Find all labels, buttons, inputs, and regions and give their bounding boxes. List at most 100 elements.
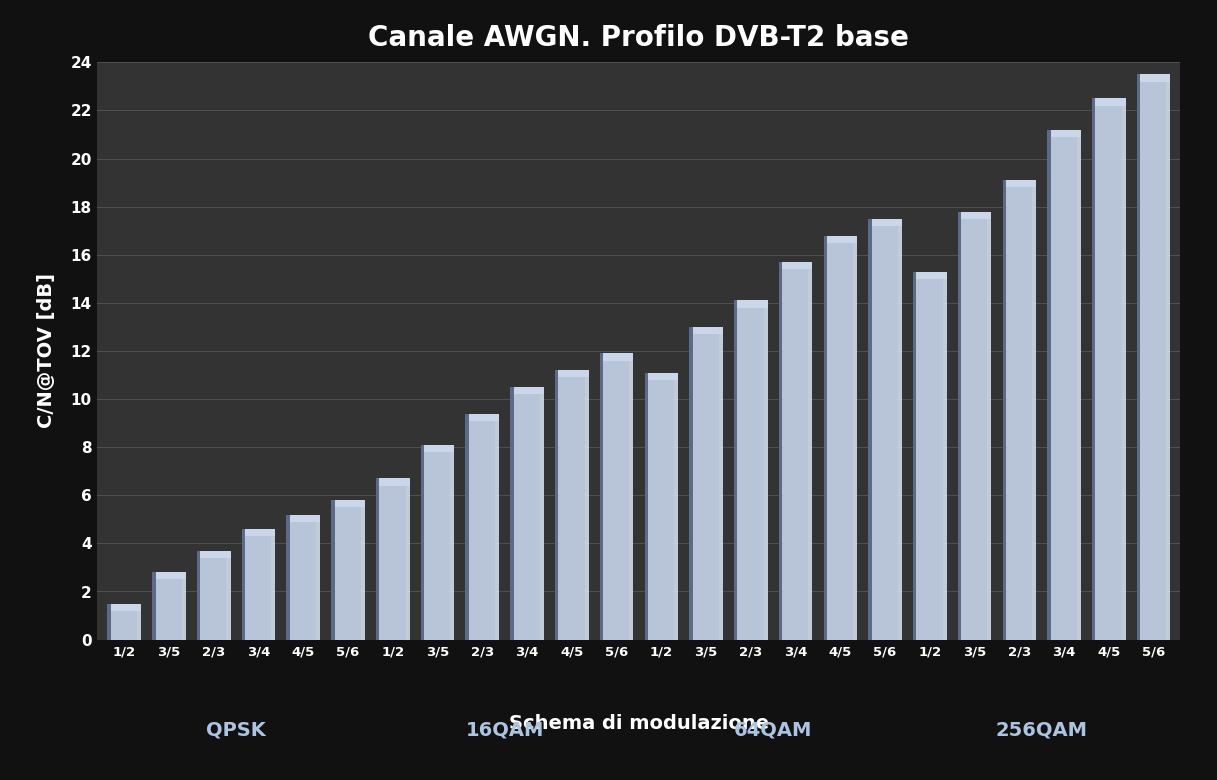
Bar (763, 300, 768, 640)
Bar (360, 500, 365, 640)
Bar (405, 478, 410, 640)
Bar (719, 327, 723, 640)
Bar (584, 370, 589, 640)
Bar (245, 529, 271, 640)
Bar (152, 573, 156, 640)
Bar (738, 300, 768, 307)
Bar (111, 604, 138, 640)
X-axis label: Schema di modulazione: Schema di modulazione (509, 714, 769, 732)
Bar (1095, 98, 1126, 106)
Text: 256QAM: 256QAM (996, 721, 1088, 739)
Bar (674, 373, 678, 640)
Bar (380, 478, 410, 486)
Bar (1006, 180, 1036, 187)
Bar (868, 218, 871, 640)
Bar (824, 236, 826, 640)
Bar (1095, 98, 1122, 640)
Text: 64QAM: 64QAM (734, 721, 813, 739)
Bar (853, 236, 857, 640)
Bar (331, 500, 335, 640)
Bar (1048, 129, 1050, 640)
Bar (1050, 129, 1081, 137)
Bar (961, 211, 992, 218)
Bar (600, 353, 604, 640)
Text: QPSK: QPSK (206, 721, 267, 739)
Bar (604, 353, 633, 360)
Bar (1140, 74, 1166, 640)
Bar (689, 327, 692, 640)
Bar (450, 445, 454, 640)
Bar (514, 387, 544, 394)
Bar (1006, 180, 1032, 640)
Bar (1050, 129, 1077, 640)
Bar (826, 236, 853, 640)
Bar (156, 573, 181, 640)
Bar (1122, 98, 1126, 640)
Bar (540, 387, 544, 640)
Bar (424, 445, 454, 452)
Bar (692, 327, 723, 334)
Bar (138, 604, 141, 640)
Bar (197, 551, 201, 640)
Bar (316, 515, 320, 640)
Bar (898, 218, 902, 640)
Bar (376, 478, 380, 640)
Bar (181, 573, 186, 640)
Bar (647, 373, 678, 380)
Bar (271, 529, 275, 640)
Bar (961, 211, 987, 640)
Bar (226, 551, 230, 640)
Bar (913, 271, 916, 640)
Bar (943, 271, 947, 640)
Bar (465, 413, 469, 640)
Bar (286, 515, 290, 640)
Bar (738, 300, 763, 640)
Bar (1032, 180, 1036, 640)
Bar (871, 218, 898, 640)
Text: 16QAM: 16QAM (465, 721, 544, 739)
Bar (647, 373, 674, 640)
Bar (1166, 74, 1171, 640)
Bar (290, 515, 320, 522)
Bar (987, 211, 992, 640)
Bar (107, 604, 111, 640)
Bar (335, 500, 360, 640)
Bar (245, 529, 275, 536)
Bar (1003, 180, 1006, 640)
Bar (495, 413, 499, 640)
Bar (424, 445, 450, 640)
Bar (808, 262, 813, 640)
Bar (871, 218, 902, 226)
Bar (958, 211, 961, 640)
Bar (510, 387, 514, 640)
Y-axis label: C/N@TOV [dB]: C/N@TOV [dB] (38, 274, 56, 428)
Bar (290, 515, 316, 640)
Bar (335, 500, 365, 507)
Bar (156, 573, 186, 580)
Bar (421, 445, 424, 640)
Bar (692, 327, 719, 640)
Bar (242, 529, 245, 640)
Bar (555, 370, 559, 640)
Bar (645, 373, 647, 640)
Bar (1092, 98, 1095, 640)
Bar (469, 413, 495, 640)
Bar (380, 478, 405, 640)
Title: Canale AWGN. Profilo DVB-T2 base: Canale AWGN. Profilo DVB-T2 base (369, 23, 909, 51)
Bar (201, 551, 226, 640)
Bar (629, 353, 633, 640)
Bar (783, 262, 813, 269)
Bar (1137, 74, 1140, 640)
Bar (604, 353, 629, 640)
Bar (1077, 129, 1081, 640)
Bar (514, 387, 540, 640)
Bar (779, 262, 783, 640)
Bar (916, 271, 947, 278)
Bar (201, 551, 230, 558)
Bar (1140, 74, 1171, 82)
Bar (734, 300, 738, 640)
Bar (559, 370, 589, 378)
Bar (783, 262, 808, 640)
Bar (826, 236, 857, 243)
Bar (111, 604, 141, 611)
